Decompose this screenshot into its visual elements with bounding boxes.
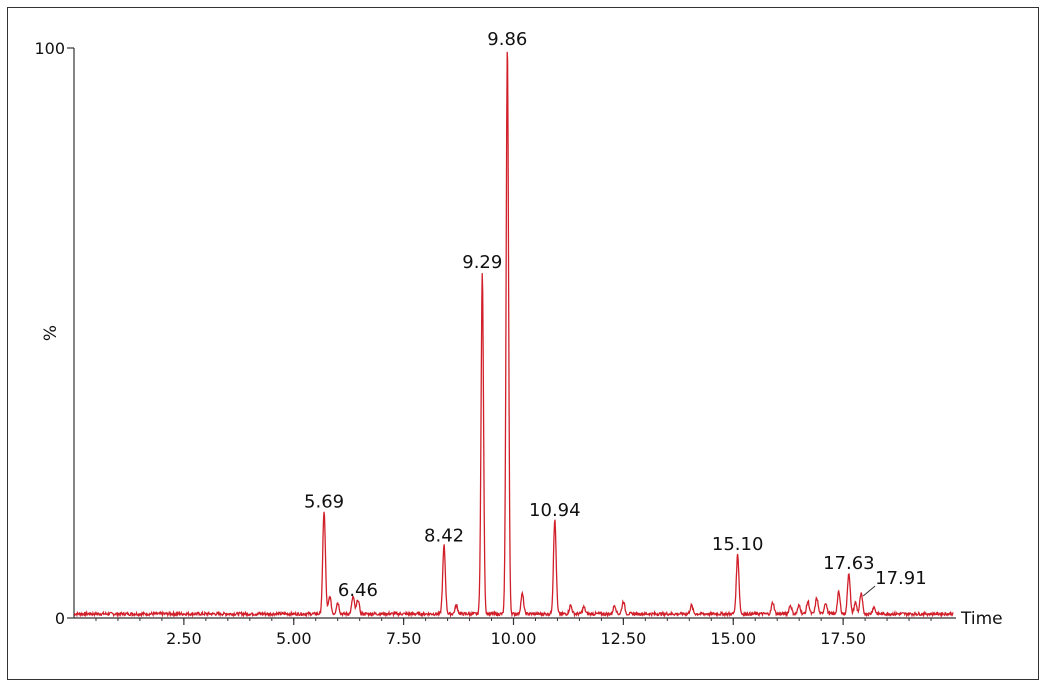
x-axis-label: Time (960, 609, 1003, 629)
peak-label: 15.10 (712, 534, 764, 555)
y-major-ticks: 0 100 (34, 39, 74, 628)
x-tick-label: 5.00 (276, 629, 312, 648)
peak-label: 8.42 (424, 526, 464, 547)
peak-label: 5.69 (304, 491, 344, 512)
x-major-ticks: 2.50 5.00 7.50 10.00 12.50 15.00 17.50 (166, 618, 866, 648)
chromatogram-chart: 2.50 5.00 7.50 10.00 12.50 15.00 17.50 0 100 Ti… (34, 29, 1003, 648)
peak-label: 6.46 (338, 580, 378, 601)
peak-label: 17.63 (823, 553, 875, 574)
peak-label: 10.94 (529, 500, 581, 521)
y-tick-label: 0 (55, 609, 65, 628)
x-tick-label: 10.00 (491, 629, 537, 648)
x-tick-label: 17.50 (820, 629, 866, 648)
peak-label: 17.91 (875, 568, 927, 589)
y-axis-label: % (41, 325, 61, 341)
y-tick-label: 100 (34, 39, 65, 58)
chromatogram-trace (73, 51, 954, 618)
axes: 2.50 5.00 7.50 10.00 12.50 15.00 17.50 0 100 (34, 39, 956, 648)
peak-label: 9.29 (462, 252, 502, 273)
chart-frame: 2.50 5.00 7.50 10.00 12.50 15.00 17.50 0 100 Ti… (7, 7, 1039, 680)
x-tick-label: 2.50 (166, 629, 202, 648)
annotation-leader-line (862, 585, 876, 597)
peak-label: 9.86 (487, 29, 527, 50)
x-tick-label: 7.50 (386, 629, 422, 648)
x-tick-label: 15.00 (710, 629, 756, 648)
x-tick-label: 12.50 (600, 629, 646, 648)
